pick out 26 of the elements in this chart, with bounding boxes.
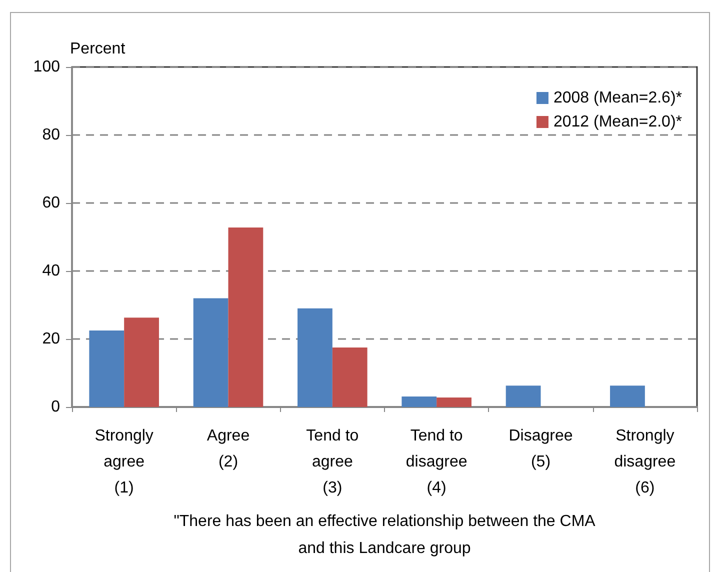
y-tick-label: 0 <box>51 398 60 416</box>
legend-label: 2012 (Mean=2.0)* <box>553 114 682 130</box>
bar <box>228 227 264 407</box>
bar <box>298 308 332 407</box>
bar <box>506 386 541 407</box>
bar <box>332 348 368 407</box>
y-tick-label: 80 <box>42 126 60 144</box>
bar <box>402 396 437 407</box>
x-tick-label: Disagree (5) <box>508 428 573 470</box>
x-tick-label: Strongly agree (1) <box>94 428 154 496</box>
y-tick-label: 100 <box>33 58 60 76</box>
bar <box>89 330 124 407</box>
bar <box>124 318 159 407</box>
legend-label: 2008 (Mean=2.6)* <box>553 90 682 106</box>
y-tick-label: 60 <box>42 194 60 212</box>
bar <box>436 397 472 407</box>
y-axis-title: Percent <box>70 40 126 58</box>
x-tick-label: Agree (2) <box>206 428 250 470</box>
bar <box>610 386 645 407</box>
bar <box>193 298 228 407</box>
x-tick-label: Strongly disagree (6) <box>614 428 676 496</box>
y-tick-label: 40 <box>42 262 60 280</box>
x-axis-title: "There has been an effective relationship between the CMA and this Landcare group <box>174 513 596 557</box>
x-tick-label: Tend to disagree (4) <box>406 428 468 496</box>
y-tick-label: 20 <box>42 330 60 348</box>
x-tick-label: Tend to agree (3) <box>306 428 359 496</box>
